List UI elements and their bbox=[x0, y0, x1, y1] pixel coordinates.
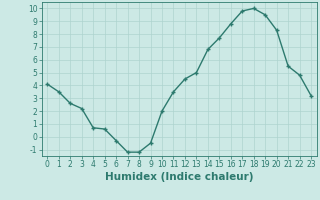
X-axis label: Humidex (Indice chaleur): Humidex (Indice chaleur) bbox=[105, 172, 253, 182]
